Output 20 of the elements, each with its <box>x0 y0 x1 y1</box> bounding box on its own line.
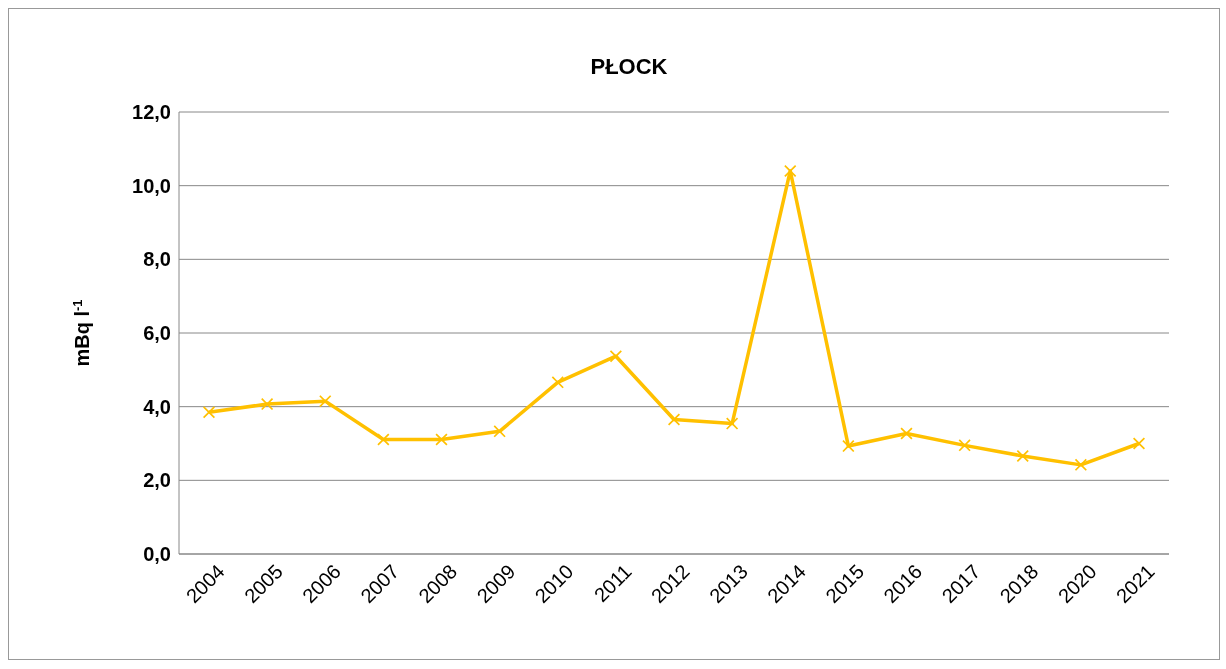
chart-title: PŁOCK <box>589 54 669 80</box>
point <box>609 350 622 363</box>
point <box>784 164 797 177</box>
y-tick-label: 6,0 <box>143 322 171 345</box>
point <box>319 395 332 408</box>
point <box>203 406 215 419</box>
y-tick-label: 4,0 <box>143 395 171 418</box>
point <box>551 376 564 389</box>
y-tick-label: 10,0 <box>132 174 171 197</box>
point <box>493 425 506 438</box>
y-tick-label: 2,0 <box>143 469 171 492</box>
y-tick-label: 12,0 <box>132 101 171 124</box>
point <box>261 398 274 411</box>
point <box>958 439 971 452</box>
point <box>377 433 390 446</box>
y-tick-label: 0,0 <box>143 543 171 566</box>
y-tick-label: 8,0 <box>143 248 171 271</box>
point <box>435 433 448 446</box>
point <box>900 427 913 440</box>
point <box>1074 458 1087 471</box>
